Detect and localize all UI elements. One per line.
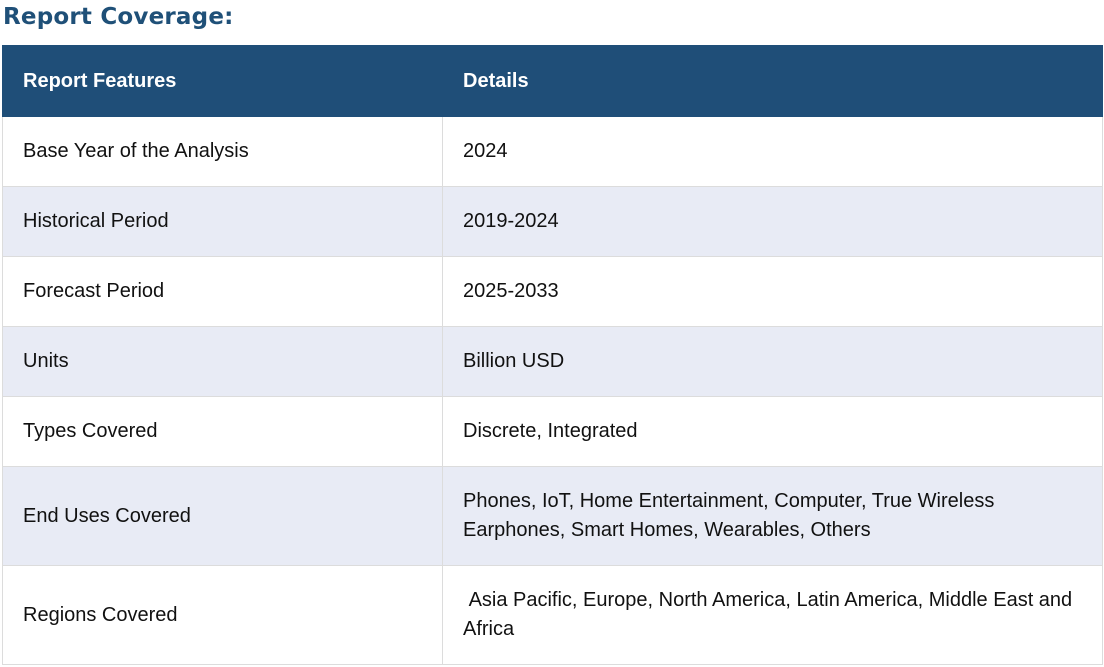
details-cell: 2019-2024 — [442, 186, 1103, 257]
table-row: Types Covered Discrete, Integrated — [2, 396, 1103, 467]
table-row: Units Billion USD — [2, 326, 1103, 397]
header-details: Details — [442, 45, 1103, 117]
feature-cell: Types Covered — [2, 396, 443, 467]
table-row: Base Year of the Analysis 2024 — [2, 116, 1103, 187]
table-row: Regions Covered Asia Pacific, Europe, No… — [2, 565, 1103, 665]
table-row: Historical Period 2019-2024 — [2, 186, 1103, 257]
section-heading: Report Coverage: — [3, 4, 234, 30]
feature-cell: Units — [2, 326, 443, 397]
details-cell: Billion USD — [442, 326, 1103, 397]
details-cell: Discrete, Integrated — [442, 396, 1103, 467]
table-row: End Uses Covered Phones, IoT, Home Enter… — [2, 466, 1103, 566]
details-cell: 2025-2033 — [442, 256, 1103, 327]
header-report-features: Report Features — [2, 45, 443, 117]
feature-cell: Regions Covered — [2, 565, 443, 665]
feature-cell: Base Year of the Analysis — [2, 116, 443, 187]
table-header-row: Report Features Details — [2, 45, 1103, 117]
feature-cell: End Uses Covered — [2, 466, 443, 566]
feature-cell: Historical Period — [2, 186, 443, 257]
details-cell: 2024 — [442, 116, 1103, 187]
details-cell: Asia Pacific, Europe, North America, Lat… — [442, 565, 1103, 665]
report-coverage-table: Report Features Details Base Year of the… — [2, 45, 1103, 665]
feature-cell: Forecast Period — [2, 256, 443, 327]
details-cell: Phones, IoT, Home Entertainment, Compute… — [442, 466, 1103, 566]
table-row: Forecast Period 2025-2033 — [2, 256, 1103, 327]
